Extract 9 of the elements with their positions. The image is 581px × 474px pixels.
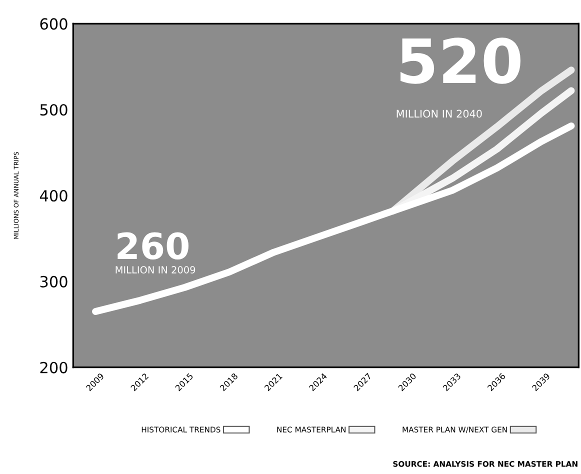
y-tick-label: 300 bbox=[40, 276, 68, 288]
annotation: MILLION IN 2009 bbox=[116, 266, 196, 274]
y-tick-label: 200 bbox=[40, 362, 68, 374]
y-tick-label: 500 bbox=[40, 104, 68, 116]
annotation: 520 bbox=[400, 38, 520, 84]
annotation: 260 bbox=[118, 232, 188, 260]
y-tick-label: 400 bbox=[40, 190, 68, 202]
annotation: MILLION IN 2040 bbox=[396, 110, 482, 118]
y-tick-label: 600 bbox=[40, 18, 68, 30]
